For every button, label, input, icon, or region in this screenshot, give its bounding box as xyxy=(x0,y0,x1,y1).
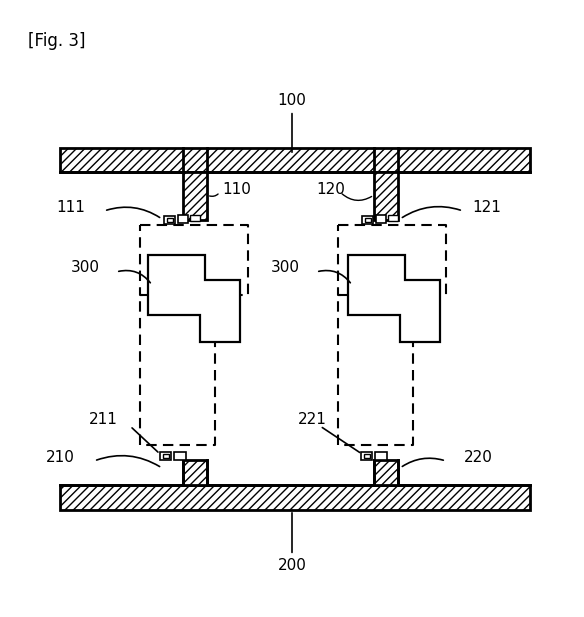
Text: 211: 211 xyxy=(89,413,118,428)
Polygon shape xyxy=(183,172,207,220)
Text: 300: 300 xyxy=(271,260,300,276)
Text: 121: 121 xyxy=(472,199,501,215)
Polygon shape xyxy=(178,215,188,223)
Polygon shape xyxy=(167,218,173,222)
Polygon shape xyxy=(348,255,440,342)
Text: 110: 110 xyxy=(222,183,251,197)
Polygon shape xyxy=(60,148,530,172)
Polygon shape xyxy=(374,460,398,485)
Text: 210: 210 xyxy=(46,450,75,465)
Polygon shape xyxy=(364,454,370,458)
Polygon shape xyxy=(376,215,386,223)
Text: 120: 120 xyxy=(316,183,345,197)
Polygon shape xyxy=(362,216,373,224)
Polygon shape xyxy=(148,255,240,342)
Polygon shape xyxy=(60,485,530,510)
Polygon shape xyxy=(163,454,169,458)
Polygon shape xyxy=(160,452,171,460)
Polygon shape xyxy=(388,215,398,221)
Text: 221: 221 xyxy=(298,413,327,428)
Polygon shape xyxy=(375,452,387,460)
Polygon shape xyxy=(164,216,175,224)
Polygon shape xyxy=(374,172,398,220)
Polygon shape xyxy=(174,452,186,460)
Text: 300: 300 xyxy=(71,260,100,276)
Text: 100: 100 xyxy=(277,93,307,152)
Polygon shape xyxy=(190,215,200,221)
Polygon shape xyxy=(361,452,372,460)
Text: [Fig. 3]: [Fig. 3] xyxy=(28,32,85,50)
Text: 111: 111 xyxy=(56,199,85,215)
Polygon shape xyxy=(183,460,207,485)
Text: 220: 220 xyxy=(464,450,493,465)
Polygon shape xyxy=(365,218,371,222)
Text: 200: 200 xyxy=(277,513,307,573)
